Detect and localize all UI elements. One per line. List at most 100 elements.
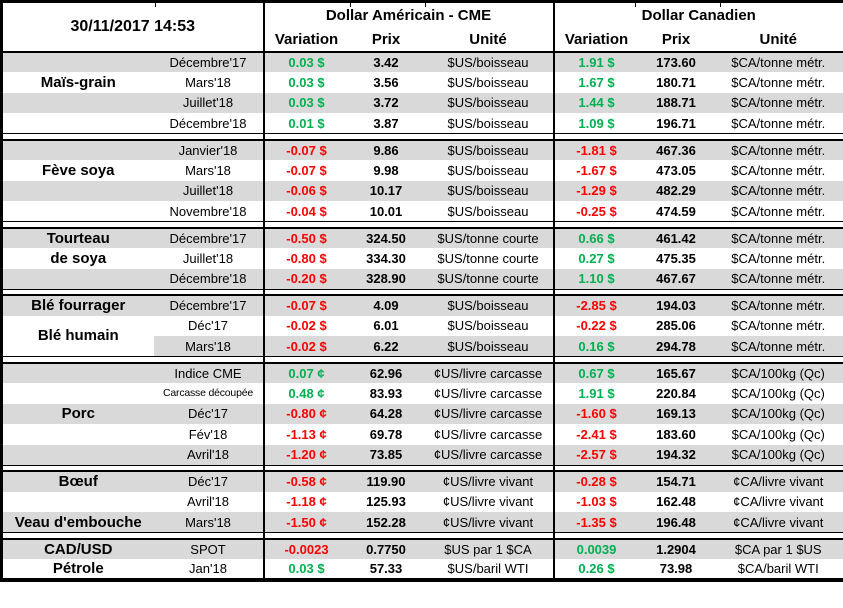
ca-dollar-group-header: Dollar Canadien — [641, 6, 756, 24]
commodity-label-cell — [1, 180, 154, 201]
table-row: Pétrole Jan'18 0.03 $ 57.33 $US/baril WTI 0.2… — [2, 559, 843, 580]
ca-price-cell: 173.60 — [638, 51, 714, 72]
header-row-columns: Variation Prix Unité Variation Prix Unit… — [2, 27, 843, 53]
us-variation-cell: -0.58 ¢ — [263, 471, 349, 492]
us-price-cell: 4.09 — [348, 295, 424, 316]
separator-cell — [263, 532, 555, 540]
us-price-cell: 152.28 — [348, 512, 424, 533]
month-cell: Carcasse découpée — [153, 383, 265, 404]
us-variation-cell: -0.20 $ — [263, 268, 349, 289]
table-row: Janvier'18 -0.07 $9.86 $US/boisseau -1.81 $… — [1, 139, 843, 160]
ca-variation-cell: 1.67 $ — [578, 74, 615, 90]
commodity-label-cell — [2, 492, 154, 513]
table-row: Bœuf Déc'17 -0.58 ¢ 119.90 ¢US/livre vivant -… — [1, 471, 843, 492]
separator-cell — [1, 221, 265, 229]
us-unit-cell: $US/boisseau — [423, 139, 555, 160]
us-unit-cell: $US/baril WTI — [423, 559, 555, 580]
us-price-cell: 10.17 — [348, 180, 424, 201]
us-variation-cell: 0.03 $ — [288, 560, 325, 576]
table-row: Avril'18 -1.20 ¢ 73.85 ¢US/livre carcasse -2… — [1, 444, 843, 465]
commodity-label-cell: Maïs-grain — [40, 73, 116, 91]
ca-variation-cell: -1.35 $ — [553, 512, 639, 533]
us-variation-cell: -0.80 ¢ — [263, 403, 349, 424]
commodity-label-cell: CAD/USD — [1, 538, 154, 559]
us-unit-cell: ¢US/livre carcasse — [423, 424, 555, 445]
month-cell: Mars'18 — [153, 160, 265, 181]
us-price-cell: 0.7750 — [348, 538, 424, 559]
separator-cell — [1, 288, 265, 296]
table-row: Décembre'18 -0.20 $328.90 $US/tonne courte… — [1, 268, 843, 289]
table-row: Carcasse découpée 0.48 ¢ 83.93 ¢US/livre ca… — [2, 383, 843, 404]
commodity-label-cell — [2, 201, 154, 222]
ca-price-cell: 482.29 — [638, 180, 714, 201]
month-cell: Décembre'17 — [153, 51, 265, 72]
ca-price-cell: 196.71 — [656, 115, 696, 131]
ca-price-cell: 165.67 — [638, 362, 714, 383]
ca-unit-cell: $CA/tonne métr. — [713, 51, 843, 72]
separator-cell — [553, 133, 843, 141]
column-header-us-prix: Prix — [348, 27, 424, 53]
us-unit-cell: $US/boisseau — [423, 295, 555, 316]
month-cell: Indice CME — [153, 362, 265, 383]
separator-cell — [263, 464, 555, 472]
column-header-ca-variation: Variation — [553, 27, 639, 53]
table-row: de soya Juillet'18 -0.80 $ 334.30 $US/tonne … — [2, 248, 843, 269]
section-separator — [1, 356, 843, 364]
us-variation-cell: 0.03 $ — [263, 51, 349, 72]
ca-variation-cell: -1.60 $ — [553, 403, 639, 424]
ca-unit-cell: $CA/tonne métr. — [731, 115, 826, 131]
section-separator — [1, 288, 843, 296]
us-price-cell: 69.78 — [369, 426, 403, 442]
us-unit-cell: ¢US/livre vivant — [423, 471, 555, 492]
month-cell: Déc'17 — [153, 315, 265, 336]
us-variation-cell: -0.04 $ — [286, 203, 327, 219]
month-cell: Décembre'18 — [153, 268, 265, 289]
month-cell: Décembre'18 — [153, 113, 265, 134]
separator-cell — [553, 356, 843, 364]
month-cell: Avril'18 — [153, 491, 265, 512]
commodity-label-cell — [1, 92, 154, 113]
table-row: Veau d'embouche Mars'18 -1.50 ¢ 152.28 ¢US/l… — [1, 512, 843, 533]
ca-unit-cell: $CA/tonne métr. — [731, 203, 826, 219]
month-cell: Novembre'18 — [153, 201, 265, 222]
commodity-label-cell: Porc — [1, 403, 154, 424]
ca-unit-cell: $CA/tonne métr. — [713, 92, 843, 113]
ca-price-cell: 475.35 — [656, 250, 696, 266]
section-separator — [1, 464, 843, 472]
month-cell: Fév'18 — [153, 424, 265, 445]
ca-unit-cell: $CA/100kg (Qc) — [713, 403, 843, 424]
us-variation-cell: -1.13 ¢ — [286, 426, 327, 442]
us-price-cell: 119.90 — [348, 471, 424, 492]
us-price-cell: 64.28 — [348, 403, 424, 424]
commodity-label-cell: Pétrole — [52, 559, 104, 577]
table-row: Mars'18 -0.02 $6.22 $US/boisseau 0.16 $294.… — [2, 336, 843, 357]
ca-unit-cell: $CA/tonne métr. — [713, 268, 843, 289]
ca-unit-cell: $CA/tonne métr. — [731, 74, 826, 90]
us-unit-cell: $US/boisseau — [423, 113, 555, 134]
separator-cell — [263, 288, 555, 296]
table-row: Décembre'18 0.01 $ 3.87 $US/boisseau 1.09 $ 1… — [2, 113, 843, 134]
us-unit-cell: $US/boisseau — [423, 336, 555, 357]
ca-price-cell: 220.84 — [656, 385, 696, 401]
section-separator — [1, 133, 843, 141]
ca-price-cell: 461.42 — [638, 227, 714, 248]
ca-unit-cell: $CA/tonne métr. — [731, 162, 826, 178]
commodity-label-cell — [1, 51, 154, 72]
section-separator — [1, 532, 843, 540]
ca-variation-cell: 0.26 $ — [578, 560, 615, 576]
ca-unit-cell: $CA/tonne métr. — [713, 295, 843, 316]
separator-cell — [553, 464, 843, 472]
us-unit-cell: ¢US/livre carcasse — [423, 444, 555, 465]
us-unit-cell: ¢US/livre vivant — [423, 491, 555, 512]
us-price-cell: 3.87 — [373, 115, 399, 131]
ca-unit-cell: $CA/tonne métr. — [713, 180, 843, 201]
us-price-cell: 125.93 — [366, 494, 406, 510]
table-row: Tourteau Décembre'17 -0.50 $324.50 $US/tonn… — [1, 227, 843, 248]
separator-cell — [1, 464, 265, 472]
column-gridline-tick — [155, 0, 156, 7]
ca-price-cell: 73.98 — [659, 560, 693, 576]
commodity-label-cell — [2, 113, 154, 134]
ca-variation-cell: -2.41 $ — [576, 426, 617, 442]
timestamp: 30/11/2017 14:53 — [1, 1, 265, 53]
section-separator — [1, 221, 843, 229]
